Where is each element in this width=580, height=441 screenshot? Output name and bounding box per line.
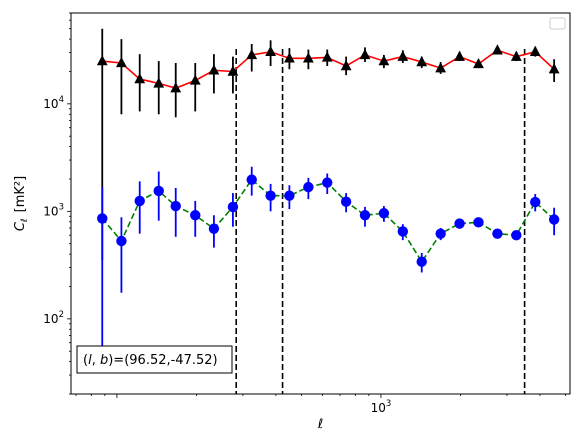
series-0-point-3 bbox=[153, 77, 165, 88]
series-1-point-14 bbox=[359, 210, 371, 221]
y-tick-label-0-exp: 2 bbox=[59, 310, 64, 320]
y-axis-label-main: C bbox=[13, 221, 28, 231]
series-0-point-13 bbox=[340, 59, 352, 71]
series-1-point-15 bbox=[378, 208, 390, 219]
series-layer bbox=[96, 28, 560, 368]
series-0-point-16 bbox=[397, 50, 409, 61]
series-1-point-11 bbox=[303, 181, 314, 193]
series-0-point-1 bbox=[116, 56, 127, 68]
y-tick-label-0-base: 10 bbox=[43, 312, 58, 326]
series-0-point-12 bbox=[321, 51, 333, 62]
series-0 bbox=[96, 28, 560, 261]
y-tick-label-1: 103 bbox=[43, 202, 64, 218]
series-1-point-7 bbox=[227, 201, 239, 213]
series-1-point-24 bbox=[548, 214, 560, 225]
series-0-point-17 bbox=[416, 56, 428, 67]
series-1-point-9 bbox=[265, 190, 276, 201]
series-1-point-13 bbox=[340, 196, 352, 207]
legend-frame bbox=[549, 17, 566, 30]
x-tick-label-0: 103 bbox=[371, 399, 392, 415]
y-axis-label: Cℓ [mK²] bbox=[13, 176, 30, 231]
series-0-point-23 bbox=[529, 45, 541, 56]
x-axis-label: ℓ bbox=[317, 417, 323, 432]
annotation-l: l bbox=[88, 353, 92, 368]
y-tick-label-1-exp: 3 bbox=[59, 202, 64, 212]
series-1-point-12 bbox=[322, 177, 333, 188]
series-1 bbox=[97, 166, 560, 368]
y-axis-label-unit: [mK²] bbox=[13, 176, 28, 213]
x-tick-label-0-exp: 3 bbox=[386, 399, 391, 409]
series-1-point-18 bbox=[435, 228, 446, 239]
series-1-point-22 bbox=[511, 230, 522, 241]
series-1-point-21 bbox=[492, 228, 503, 239]
series-1-line bbox=[101, 178, 555, 264]
y-tick-label-0: 102 bbox=[43, 310, 64, 326]
series-0-point-21 bbox=[492, 44, 503, 55]
y-tick-label-2-exp: 4 bbox=[59, 95, 64, 105]
series-1-point-1 bbox=[116, 235, 127, 247]
series-1-point-4 bbox=[170, 200, 181, 212]
legend bbox=[549, 17, 566, 30]
series-1-point-2 bbox=[134, 195, 145, 207]
series-0-point-5 bbox=[189, 74, 201, 85]
series-0-point-10 bbox=[283, 52, 295, 63]
series-0-point-20 bbox=[473, 57, 484, 69]
series-1-point-10 bbox=[284, 190, 295, 201]
plot-frame bbox=[70, 12, 571, 395]
series-0-point-7 bbox=[227, 65, 239, 76]
series-0-point-24 bbox=[548, 63, 560, 74]
annotation-text: (l, b)=(96.52,-47.52) bbox=[83, 353, 218, 368]
y-axis-label-sub: ℓ bbox=[20, 218, 30, 223]
series-1-point-17 bbox=[416, 256, 427, 267]
series-0-point-22 bbox=[510, 50, 522, 61]
series-1-point-8 bbox=[246, 174, 257, 185]
series-0-point-18 bbox=[435, 62, 447, 73]
annotation-suffix: )=(96.52,-47.52) bbox=[108, 353, 217, 368]
series-1-point-19 bbox=[454, 218, 465, 229]
series-0-point-0 bbox=[96, 55, 108, 66]
series-0-point-4 bbox=[170, 82, 182, 93]
annotation-frame bbox=[76, 345, 233, 374]
series-1-point-3 bbox=[153, 185, 164, 197]
annotation-box: (l, b)=(96.52,-47.52) bbox=[76, 345, 233, 374]
series-1-point-16 bbox=[397, 226, 409, 237]
series-1-point-20 bbox=[473, 217, 484, 228]
series-0-point-6 bbox=[208, 64, 220, 75]
y-tick-label-2: 104 bbox=[43, 95, 64, 111]
series-0-point-9 bbox=[265, 45, 277, 56]
series-1-point-5 bbox=[190, 210, 201, 221]
series-1-point-23 bbox=[530, 196, 541, 208]
annotation-prefix: ( bbox=[83, 353, 88, 368]
x-tick-label-0-base: 10 bbox=[371, 401, 386, 415]
annotation-sep: , bbox=[92, 353, 100, 368]
y-tick-label-2-base: 10 bbox=[43, 97, 58, 111]
series-0-point-19 bbox=[454, 50, 465, 61]
series-0-point-8 bbox=[246, 48, 258, 60]
series-1-point-0 bbox=[97, 213, 108, 224]
annotation-b: b bbox=[100, 353, 108, 368]
series-1-point-6 bbox=[208, 223, 220, 234]
series-0-point-2 bbox=[134, 73, 146, 84]
series-0-point-14 bbox=[359, 48, 371, 60]
y-tick-label-1-base: 10 bbox=[43, 204, 58, 218]
series-0-point-11 bbox=[302, 52, 314, 63]
series-0-point-15 bbox=[378, 55, 390, 66]
